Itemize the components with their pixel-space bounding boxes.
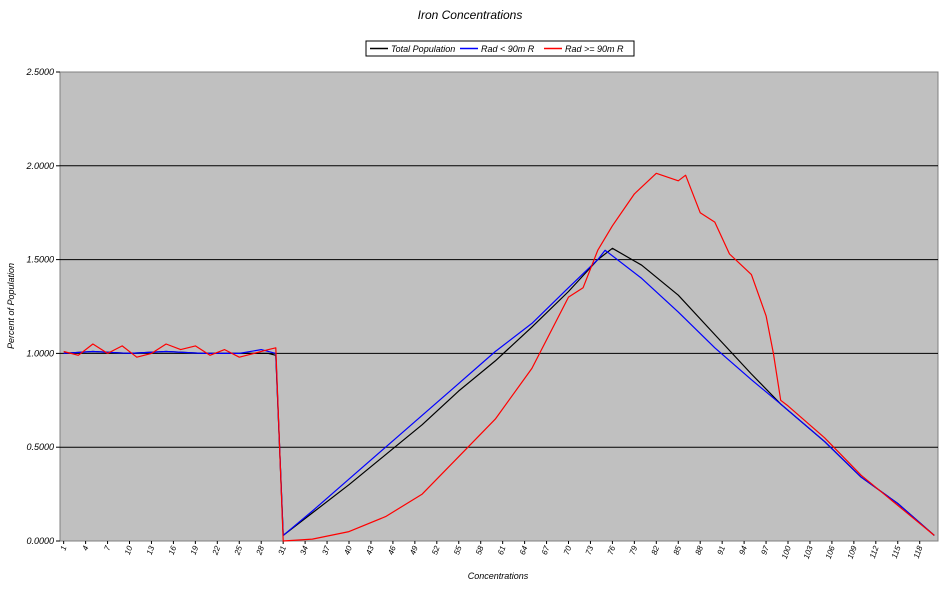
x-axis: 1 4 7 10 13 16 19 22 25 28 31 34 37 40 43 46 49 52 55 58 61 6… [59,541,925,560]
x-tick-label: 19 [189,544,201,556]
y-tick-label: 2.0000 [25,161,54,171]
series-layer [63,172,935,542]
x-axis-label: Concentrations [468,571,529,581]
x-tick-label: 25 [232,544,244,557]
legend-label-2: Rad < 90m R [481,44,535,54]
x-tick-label: 100 [780,544,793,560]
legend: Total Population Rad < 90m R Rad >= 90m R [365,40,635,57]
x-tick-label: 55 [452,544,464,556]
x-tick-label: 10 [123,544,135,556]
y-tick-label: 1.0000 [26,348,54,358]
x-tick-label: 43 [364,544,376,556]
x-tick-label: 52 [430,544,442,556]
y-axis-label: Percent of Population [6,263,16,349]
series-line-3 [63,172,935,542]
y-tick-label: 1.5000 [26,255,54,265]
x-tick-label: 46 [386,544,398,556]
x-tick-label: 13 [145,544,157,556]
x-tick-label: 79 [628,544,640,556]
x-tick-label: 112 [868,544,881,560]
x-tick-label: 31 [277,545,289,556]
x-tick-label: 49 [408,544,420,556]
plot-area [59,71,939,542]
x-tick-label: 37 [320,544,332,556]
x-tick-label: 118 [912,544,925,560]
x-tick-label: 4 [81,544,91,552]
x-tick-label: 85 [672,544,684,556]
x-tick-label: 94 [737,544,749,556]
x-tick-label: 103 [802,544,815,560]
legend-label-1: Total Population [391,44,455,54]
x-tick-label: 88 [694,544,706,556]
x-tick-label: 22 [210,544,222,557]
x-tick-label: 28 [254,544,266,557]
x-tick-label: 97 [759,544,771,556]
x-tick-label: 7 [102,544,112,552]
legend-label-3: Rad >= 90m R [565,44,624,54]
x-tick-label: 109 [846,544,859,560]
x-tick-label: 40 [342,544,354,556]
legend-box [365,40,635,57]
x-tick-label: 61 [496,545,508,556]
y-axis: 0.0000 0.5000 1.0000 1.5000 2.0000 2.5000 [25,67,60,546]
series-line-2 [63,249,935,536]
x-tick-label: 73 [584,544,596,556]
x-tick-label: 91 [716,545,728,556]
x-tick-label: 82 [650,544,662,556]
chart-title: Iron Concentrations [418,8,523,22]
x-tick-label: 64 [518,544,530,556]
x-tick-label: 16 [167,544,179,556]
x-tick-label: 106 [824,544,837,560]
y-tick-label: 0.0000 [26,536,54,546]
x-tick-label: 76 [606,544,618,556]
x-tick-label: 1 [59,545,69,552]
x-tick-label: 70 [562,544,574,556]
x-tick-label: 115 [890,544,903,560]
y-tick-label: 0.5000 [26,442,54,452]
x-tick-label: 67 [540,544,552,556]
x-tick-label: 58 [474,544,486,556]
x-tick-label: 34 [298,544,310,556]
y-tick-label: 2.5000 [25,67,54,77]
gridlines [60,165,938,448]
